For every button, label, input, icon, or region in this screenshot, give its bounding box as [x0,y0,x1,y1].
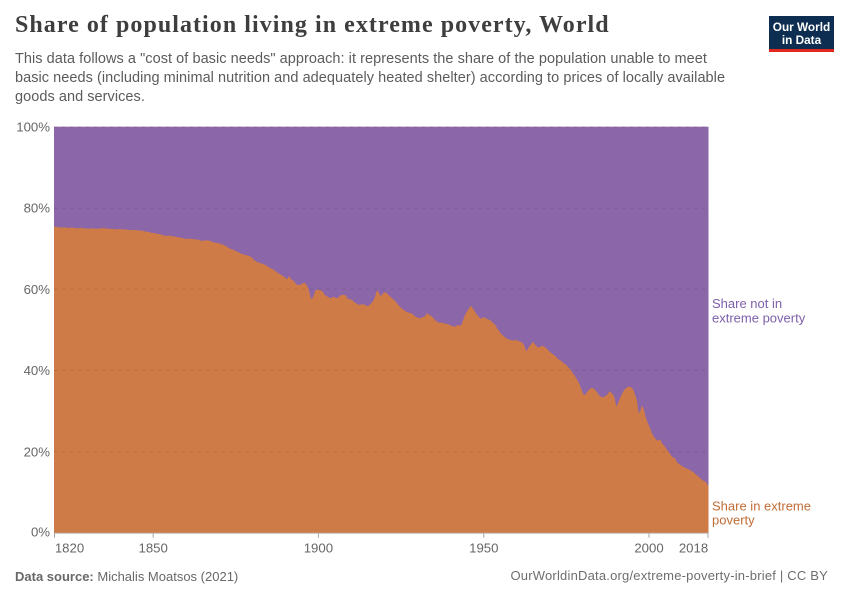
svg-text:1950: 1950 [469,541,498,556]
svg-text:poverty: poverty [712,513,755,528]
svg-text:Share in extreme: Share in extreme [712,498,811,513]
svg-text:20%: 20% [24,444,51,459]
svg-text:extreme poverty: extreme poverty [712,310,806,325]
svg-text:1820: 1820 [55,541,84,556]
svg-text:0%: 0% [31,525,50,540]
svg-text:40%: 40% [24,363,51,378]
svg-text:2018: 2018 [679,541,708,556]
svg-text:60%: 60% [24,282,51,297]
svg-text:100%: 100% [16,120,50,135]
svg-text:80%: 80% [24,201,51,216]
svg-text:Share not in: Share not in [712,296,782,311]
svg-text:1900: 1900 [304,541,333,556]
svg-text:1850: 1850 [139,541,168,556]
svg-text:2000: 2000 [634,541,663,556]
